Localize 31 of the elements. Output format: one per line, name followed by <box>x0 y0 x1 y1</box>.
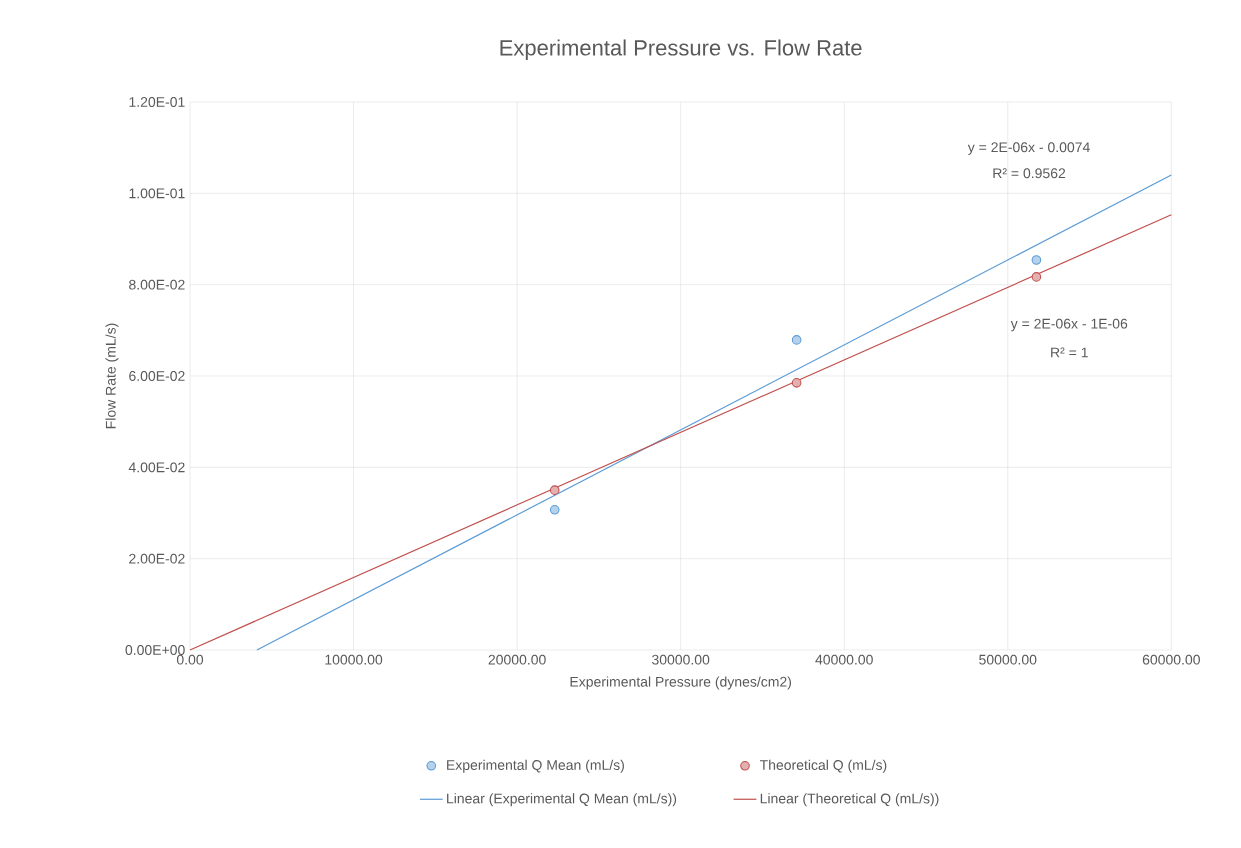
y-tick-label: 4.00E-02 <box>128 462 185 473</box>
y-tick-label: 2.00E-02 <box>129 553 185 564</box>
point <box>791 335 802 345</box>
annotation: R² = 0.9562 <box>993 168 1066 179</box>
x-tick-label: 20000.00 <box>488 654 546 665</box>
x-tick-label: 40000.00 <box>815 654 873 665</box>
chart-title: Experimental Pressure vs. Flow Rate <box>500 39 862 60</box>
y-tick-label: 1.00E-01 <box>129 188 185 199</box>
x-tick-label: 10000.00 <box>325 654 383 665</box>
y-tick-label: 8.00E-02 <box>129 279 185 290</box>
annotation: R² = 1 <box>1051 347 1088 358</box>
x-axis-title: Experimental Pressure (dynes/cm2) <box>570 676 792 690</box>
point <box>549 504 560 515</box>
x-tick-label: 0.00 <box>176 654 204 665</box>
legend-label: Experimental Q Mean (mL/s) <box>447 759 624 773</box>
annotation: y = 2E-06x - 0.0074 <box>967 142 1090 155</box>
point <box>1031 272 1042 282</box>
y-axis-title: Flow Rate (mL/s) <box>105 323 119 429</box>
point <box>1031 255 1042 265</box>
y-tick-label: 1.20E-01 <box>129 97 185 107</box>
annotation: y = 2E-06x - 1E-06 <box>1010 318 1128 332</box>
y-tick-label: 6.00E-02 <box>129 371 185 381</box>
legend-label: Theoretical Q (mL/s) <box>759 759 887 773</box>
x-tick-label: 50000.00 <box>979 654 1037 665</box>
point <box>791 378 802 388</box>
y-tick-label: 0.00E+00 <box>125 645 185 655</box>
point <box>549 485 560 495</box>
legend-label: Linear (Theoretical Q (mL/s)) <box>760 793 939 807</box>
x-tick-label: 60000.00 <box>1142 654 1200 665</box>
x-tick-label: 30000.00 <box>651 654 710 665</box>
legend-label: Linear (Experimental Q Mean (mL/s)) <box>447 793 677 807</box>
